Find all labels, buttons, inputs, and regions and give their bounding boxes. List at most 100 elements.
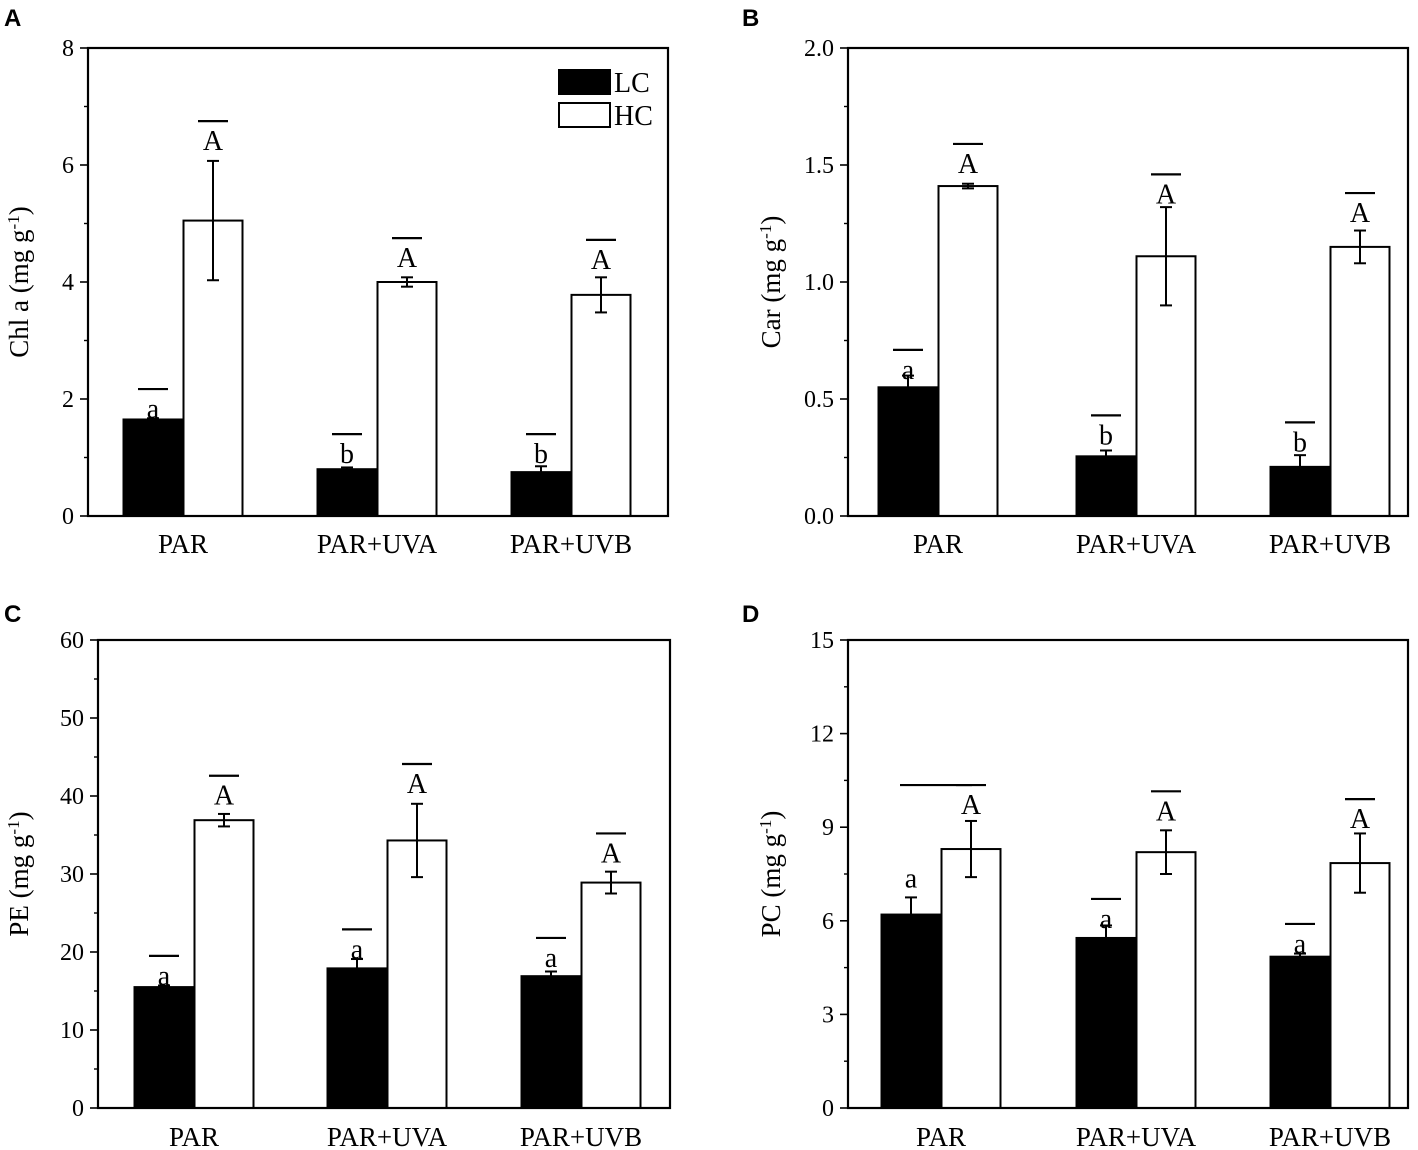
bar-lc <box>122 418 184 518</box>
bar-lc <box>877 386 939 517</box>
bar-lc <box>1075 455 1137 517</box>
x-tick-label: PAR+UVA <box>1076 1122 1197 1150</box>
bar-lc <box>1075 936 1137 1110</box>
panel-c: C 0 10 20 30 40 50 60 PE (mg g-1) a a a A A A PAR PAR+UV… <box>4 601 672 1150</box>
legend-swatch-hc <box>558 102 611 128</box>
bar-hc <box>1329 862 1391 1110</box>
plot-frame <box>846 46 1410 518</box>
significance-label: A <box>1156 179 1177 210</box>
significance-label: a <box>1294 929 1307 960</box>
y-tick-label: 60 <box>60 628 84 654</box>
significance-label: b <box>1099 420 1113 451</box>
significance-label: a <box>902 355 915 386</box>
y-tick-label: 1.0 <box>804 270 834 296</box>
y-axis-label: PE (mg g-1) <box>4 811 35 936</box>
x-tick-label: PAR <box>913 529 963 559</box>
significance-label: b <box>340 439 354 470</box>
bar-hc <box>580 881 642 1110</box>
y-tick-label: 50 <box>60 706 84 732</box>
y-tick-label: 0 <box>62 504 74 530</box>
y-axis-label: PC (mg g-1) <box>756 811 787 938</box>
bar-hc <box>570 293 632 517</box>
x-tick-label: PAR <box>169 1122 219 1150</box>
y-tick-label: 2.0 <box>804 36 834 62</box>
y-tick-label: 15 <box>810 628 834 654</box>
significance-label: A <box>601 838 622 869</box>
significance-label: b <box>534 439 548 470</box>
bar-hc <box>193 819 255 1109</box>
panel-d: D 0 3 6 9 12 15 PC (mg g-1) a a a A A A PAR PAR+UVA PAR+… <box>742 601 1410 1150</box>
bar-hc <box>937 185 999 517</box>
significance-label: A <box>397 243 418 274</box>
y-axis-label: Car (mg g-1) <box>756 216 787 349</box>
y-tick-label: 0.5 <box>804 387 834 413</box>
bar-lc <box>316 468 378 518</box>
significance-label: A <box>214 781 235 812</box>
y-tick-label: 0.0 <box>804 504 834 530</box>
y-tick-label: 6 <box>62 153 74 179</box>
plot-frame <box>846 638 1410 1110</box>
bar-hc <box>1329 245 1391 517</box>
y-tick-label: 12 <box>810 722 834 748</box>
y-axis-label: Chl a (mg g-1) <box>4 206 35 357</box>
plot-frame <box>96 638 672 1110</box>
legend-swatch-lc <box>558 69 611 95</box>
significance-label: A <box>407 769 428 800</box>
bar-lc <box>326 967 388 1109</box>
x-tick-label: PAR+UVB <box>1269 1122 1391 1150</box>
legend-label: HC <box>614 101 653 132</box>
x-tick-label: PAR+UVA <box>1076 529 1197 559</box>
bar-hc <box>376 281 438 517</box>
panel-b: B 0.0 0.5 1.0 1.5 2.0 Car (mg g-1) a b b A A A PAR PAR… <box>742 5 1410 559</box>
panel-a: A 0 2 4 6 8 Chl a (mg g-1) a b b A A A PAR PAR+UVA PAR+… <box>4 5 670 559</box>
x-tick-label: PAR+UVB <box>520 1122 642 1150</box>
significance-label: A <box>961 790 982 821</box>
significance-label: A <box>1156 796 1177 827</box>
y-tick-label: 0 <box>72 1096 84 1122</box>
y-tick-label: 6 <box>822 909 834 935</box>
bar-hc <box>1135 851 1197 1109</box>
significance-label: A <box>203 126 224 157</box>
y-tick-label: 4 <box>62 270 74 296</box>
significance-label: a <box>545 943 558 974</box>
significance-label: a <box>351 934 364 965</box>
x-tick-label: PAR+UVA <box>327 1122 448 1150</box>
significance-label: a <box>1100 904 1113 935</box>
significance-label: A <box>1350 198 1371 229</box>
x-tick-label: PAR <box>916 1122 966 1150</box>
significance-label: a <box>147 394 160 425</box>
bar-hc <box>940 848 1002 1109</box>
y-tick-label: 40 <box>60 784 84 810</box>
panel-label: B <box>742 5 759 32</box>
significance-label: a <box>158 961 171 992</box>
significance-label: a <box>905 863 918 894</box>
plot-frame <box>86 46 670 518</box>
significance-label: A <box>591 245 612 276</box>
bar-lc <box>1269 955 1331 1109</box>
bar-hc <box>386 839 448 1110</box>
bar-lc <box>520 975 582 1109</box>
y-tick-label: 20 <box>60 940 84 966</box>
significance-label: A <box>958 149 979 180</box>
significance-label: b <box>1293 427 1307 458</box>
panel-label: C <box>4 601 21 628</box>
y-tick-label: 9 <box>822 815 834 841</box>
y-tick-label: 1.5 <box>804 153 834 179</box>
x-tick-label: PAR <box>158 529 208 559</box>
legend-label: LC <box>614 68 650 99</box>
bar-lc <box>880 913 942 1109</box>
bar-lc <box>133 986 195 1109</box>
significance-label: A <box>1350 804 1371 835</box>
panel-label: D <box>742 601 759 628</box>
y-tick-label: 30 <box>60 862 84 888</box>
panel-label: A <box>4 5 21 32</box>
y-tick-label: 0 <box>822 1096 834 1122</box>
x-tick-label: PAR+UVB <box>510 529 632 559</box>
y-tick-label: 10 <box>60 1018 84 1044</box>
x-tick-label: PAR+UVA <box>317 529 438 559</box>
y-tick-label: 8 <box>62 36 74 62</box>
y-tick-label: 3 <box>822 1002 834 1028</box>
x-tick-label: PAR+UVB <box>1269 529 1391 559</box>
